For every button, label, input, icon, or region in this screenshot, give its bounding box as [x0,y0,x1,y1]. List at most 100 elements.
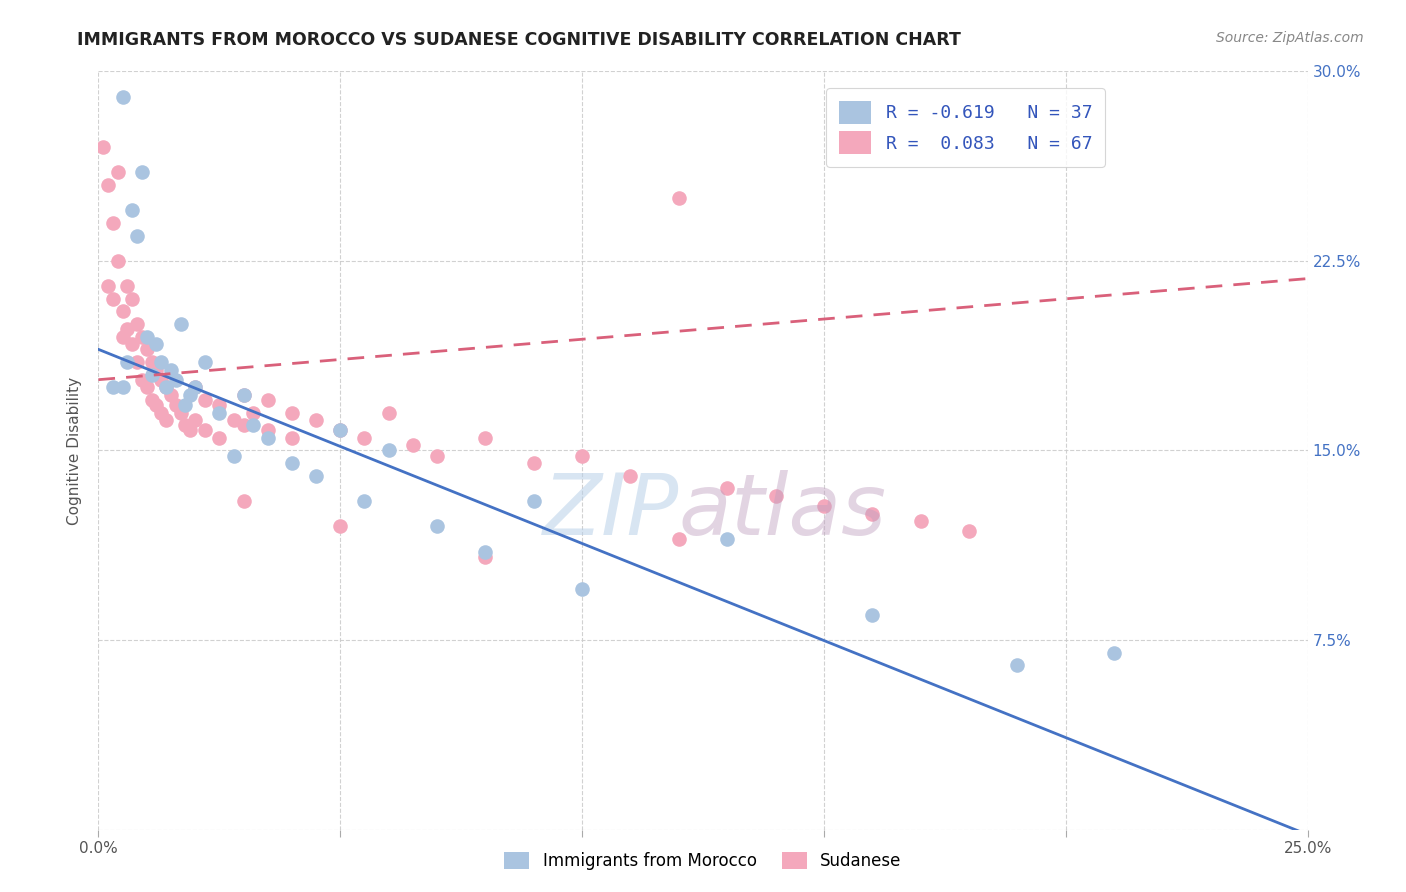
Point [174,398,197,412]
Point [155,380,177,394]
Point [135,343,157,357]
Point [281,431,304,445]
Point [111,380,134,394]
Point [97,178,120,193]
Point [169,317,191,331]
Point [281,405,304,420]
Point [194,423,217,437]
Point [668,191,690,205]
Point [184,380,207,394]
Point [101,380,124,394]
Point [107,253,129,268]
Point [145,362,167,376]
Point [117,279,139,293]
Point [141,368,163,382]
Point [101,216,124,230]
Point [232,418,254,433]
Point [242,405,264,420]
Point [474,544,496,558]
Point [860,607,883,622]
Point [111,304,134,318]
Text: ZIP: ZIP [543,469,679,553]
Point [1007,658,1029,673]
Point [121,292,143,306]
Point [474,431,496,445]
Point [668,532,690,546]
Point [256,392,278,407]
Point [957,524,980,539]
Point [155,413,177,427]
Point [131,165,153,179]
Point [107,165,129,179]
Point [101,292,124,306]
Point [184,413,207,427]
Point [145,337,167,351]
Point [426,519,449,533]
Point [194,392,217,407]
Legend: Immigrants from Morocco, Sudanese: Immigrants from Morocco, Sudanese [498,845,908,877]
Point [222,449,245,463]
Point [179,388,201,402]
Point [135,380,157,394]
Point [111,89,134,103]
Point [619,468,641,483]
Point [117,355,139,369]
Y-axis label: Cognitive Disability: Cognitive Disability [67,376,83,524]
Point [402,438,425,452]
Point [426,449,449,463]
Point [329,423,352,437]
Point [117,322,139,336]
Point [910,514,932,528]
Point [127,228,149,243]
Point [208,431,231,445]
Point [121,203,143,218]
Point [194,355,217,369]
Point [160,388,183,402]
Point [165,373,187,387]
Point [571,582,593,597]
Point [222,413,245,427]
Point [353,431,375,445]
Point [97,279,120,293]
Point [329,423,352,437]
Point [813,499,835,513]
Point [169,405,191,420]
Point [256,423,278,437]
Point [131,373,153,387]
Point [1102,646,1125,660]
Point [91,140,114,154]
Point [131,330,153,344]
Point [377,405,399,420]
Point [111,330,134,344]
Point [860,507,883,521]
Point [523,456,546,470]
Legend: R = -0.619   N = 37, R =  0.083   N = 67: R = -0.619 N = 37, R = 0.083 N = 67 [827,88,1105,167]
Point [127,317,149,331]
Point [208,405,231,420]
Point [305,468,328,483]
Point [165,398,187,412]
Point [232,494,254,508]
Point [141,392,163,407]
Point [127,355,149,369]
Point [765,489,787,503]
Text: IMMIGRANTS FROM MOROCCO VS SUDANESE COGNITIVE DISABILITY CORRELATION CHART: IMMIGRANTS FROM MOROCCO VS SUDANESE COGN… [77,31,962,49]
Point [155,380,177,394]
Point [150,373,173,387]
Point [305,413,328,427]
Point [571,449,593,463]
Text: atlas: atlas [679,469,887,553]
Text: Source: ZipAtlas.com: Source: ZipAtlas.com [1216,31,1364,45]
Point [329,519,352,533]
Point [377,443,399,458]
Point [256,431,278,445]
Point [474,549,496,564]
Point [141,355,163,369]
Point [232,388,254,402]
Point [353,494,375,508]
Point [281,456,304,470]
Point [145,398,167,412]
Point [184,380,207,394]
Point [232,388,254,402]
Point [179,423,201,437]
